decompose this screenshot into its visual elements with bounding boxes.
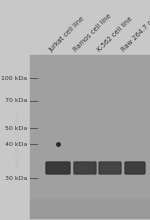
Text: K-562 cell line: K-562 cell line [96,16,133,53]
FancyBboxPatch shape [125,162,145,174]
Bar [30,198,150,218]
Text: 30 kDa: 30 kDa [5,176,27,180]
Text: 100 kDa: 100 kDa [1,75,27,81]
FancyBboxPatch shape [99,162,121,174]
Bar [30,55,150,218]
Text: Ramos cell line: Ramos cell line [72,13,112,53]
Text: 50 kDa: 50 kDa [5,125,27,130]
FancyBboxPatch shape [46,162,70,174]
Text: WWW.PTGLAB.COM: WWW.PTGLAB.COM [15,111,21,169]
Text: 40 kDa: 40 kDa [5,141,27,147]
Text: Raw 264.7 cell line: Raw 264.7 cell line [120,4,150,53]
Text: Jurkat cell line: Jurkat cell line [48,15,86,53]
FancyBboxPatch shape [74,162,96,174]
Text: 70 kDa: 70 kDa [5,99,27,103]
